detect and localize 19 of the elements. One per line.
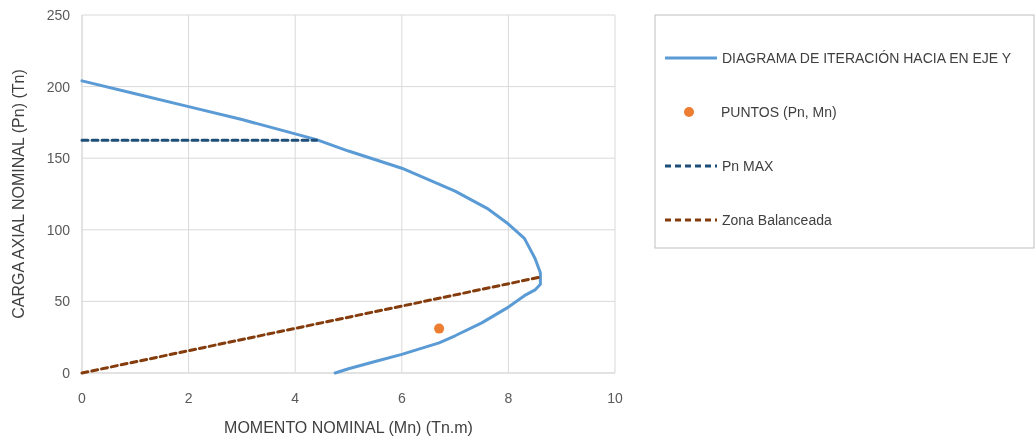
legend-label: DIAGRAMA DE ITERACIÓN HACIA EN EJE Y xyxy=(722,50,1012,66)
x-tick-label: 6 xyxy=(397,390,406,406)
y-tick-label: 50 xyxy=(54,293,71,310)
x-tick-label: 4 xyxy=(291,390,300,406)
y-tick-label: 150 xyxy=(46,150,71,167)
x-tick-label: 8 xyxy=(504,390,513,406)
line-series xyxy=(80,79,542,375)
y-tick-label: 0 xyxy=(62,365,71,381)
y-tick-label: 100 xyxy=(46,221,71,238)
x-tick-label: 0 xyxy=(78,390,87,406)
y-axis-title: CARGA AXIAL NOMINAL (Pn) (Tn) xyxy=(10,69,27,319)
y-tick-label: 250 xyxy=(46,7,71,23)
x-axis-title: MOMENTO NOMINAL (Mn) (Tn.m) xyxy=(224,419,473,436)
legend-label: Pn MAX xyxy=(722,158,775,174)
x-tick-label: 2 xyxy=(184,390,193,406)
legend-label: PUNTOS (Pn, Mn) xyxy=(721,104,837,120)
x-tick-label: 10 xyxy=(607,390,623,406)
legend-label: Zona Balanceada xyxy=(722,212,832,228)
y-tick-label: 200 xyxy=(46,78,71,95)
